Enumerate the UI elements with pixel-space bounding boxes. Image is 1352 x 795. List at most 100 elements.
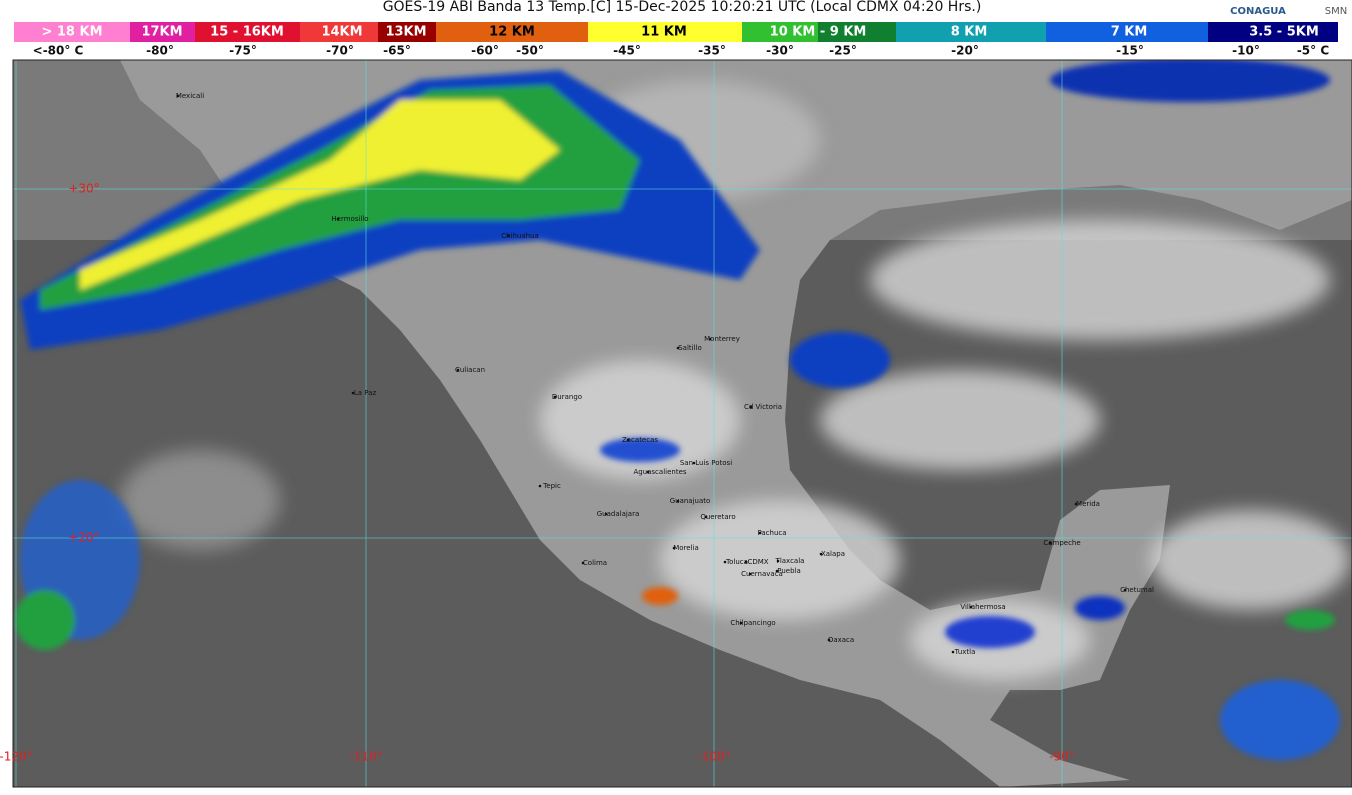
- legend-label: 14KM: [321, 25, 362, 40]
- temperature-label: -10°: [1232, 44, 1260, 58]
- logo: CONAGUA: [1230, 6, 1286, 17]
- legend-swatch: [195, 22, 300, 42]
- legend-swatch: [1046, 22, 1208, 42]
- temperature-label: -25°: [829, 44, 857, 58]
- city-label: Monterrey: [704, 335, 740, 343]
- city-label: Queretaro: [700, 513, 735, 521]
- city-dot: [704, 515, 708, 519]
- legend-swatch: [14, 22, 130, 42]
- city-label: Tepic: [542, 482, 561, 490]
- legend-swatch: [896, 22, 1046, 42]
- city-dot: [819, 552, 823, 556]
- city-dot: [604, 512, 608, 516]
- city-label: Puebla: [777, 567, 801, 575]
- city-dot: [692, 461, 696, 465]
- city-label: CDMX: [747, 558, 768, 566]
- city-label: Guanajuato: [670, 497, 711, 505]
- map-frame: [12, 59, 1352, 788]
- latitude-label: +30°: [68, 182, 99, 196]
- temperature-label: -50°: [516, 44, 544, 58]
- temperature-label: <-80° C: [33, 44, 84, 58]
- temperature-label: -70°: [326, 44, 354, 58]
- temperature-label: -75°: [229, 44, 257, 58]
- temperature-label: -35°: [698, 44, 726, 58]
- city-dot: [708, 337, 712, 341]
- city-dot: [776, 559, 780, 563]
- city-dot: [581, 561, 585, 565]
- city-dot: [176, 94, 180, 98]
- city-dot: [723, 560, 727, 564]
- temperature-label: -80°: [146, 44, 174, 58]
- legend-label: 12 KM: [489, 25, 535, 40]
- longitude-label: -110°: [349, 750, 382, 764]
- legend-label: 15 - 16KM: [210, 25, 284, 40]
- city-label: Toluca: [725, 558, 748, 566]
- city-dot: [758, 531, 762, 535]
- city-label: Cd Victoria: [744, 403, 782, 411]
- longitude-label: -90°: [1049, 750, 1075, 764]
- temperature-label: -65°: [383, 44, 411, 58]
- legend-swatch: [436, 22, 588, 42]
- city-dot: [749, 405, 753, 409]
- city-label: Mexicali: [176, 92, 204, 100]
- city-dot: [626, 438, 630, 442]
- city-dot: [1048, 541, 1052, 545]
- legend-swatch: [588, 22, 742, 42]
- city-dot: [748, 572, 752, 576]
- city-dot: [739, 621, 743, 625]
- legend-label: 10 KM - 9 KM: [770, 25, 867, 40]
- city-dot: [456, 368, 460, 372]
- city-dot: [951, 650, 955, 654]
- city-label: Xalapa: [821, 550, 845, 558]
- city-label: Culiacan: [455, 366, 485, 374]
- temperature-label: -45°: [613, 44, 641, 58]
- city-dot: [538, 484, 542, 488]
- city-dot: [676, 499, 680, 503]
- city-label: Hermosillo: [331, 215, 368, 223]
- city-label: Durango: [552, 393, 582, 401]
- city-dot: [672, 546, 676, 550]
- legend-label: > 18 KM: [41, 25, 102, 40]
- temperature-label: -20°: [951, 44, 979, 58]
- city-label: Zacatecas: [622, 436, 658, 444]
- city-dot: [351, 391, 355, 395]
- legend-swatch: [130, 22, 195, 42]
- satellite-image: [13, 60, 1352, 787]
- city-label: Colima: [583, 559, 607, 567]
- legend-label: 7 KM: [1111, 25, 1148, 40]
- city-dot: [775, 569, 779, 573]
- city-label: Tlaxcala: [775, 557, 805, 565]
- temperature-label: -60°: [471, 44, 499, 58]
- legend-swatch: [378, 22, 436, 42]
- legend-label: 8 KM: [951, 25, 988, 40]
- city-dot: [827, 638, 831, 642]
- longitude-label: -120°: [0, 750, 33, 764]
- city-label: Villahermosa: [960, 603, 1005, 611]
- city-label: Morelia: [673, 544, 699, 552]
- city-label: Cuernavaca: [741, 570, 783, 578]
- city-label: Tuxtla: [954, 648, 976, 656]
- legend-label: 11 KM: [641, 25, 687, 40]
- legend-swatch: [300, 22, 378, 42]
- city-label: Chilpancingo: [730, 619, 775, 627]
- longitude-label: -100°: [697, 750, 730, 764]
- legend-swatch: [742, 22, 818, 42]
- city-label: Chetumal: [1120, 586, 1154, 594]
- legend-label: 3.5 - 5KM: [1249, 25, 1319, 40]
- temperature-label: -30°: [766, 44, 794, 58]
- legend-label: 13KM: [385, 25, 426, 40]
- city-label: La Paz: [354, 389, 377, 397]
- latitude-label: +20°: [68, 531, 99, 545]
- city-label: Aguascalientes: [633, 468, 686, 476]
- city-label: Campeche: [1043, 539, 1080, 547]
- city-dot: [553, 395, 557, 399]
- city-dot: [1074, 502, 1078, 506]
- city-dot: [336, 217, 340, 221]
- temperature-label: -5° C: [1297, 44, 1330, 58]
- graticule: [13, 60, 1352, 787]
- title: GOES-19 ABI Banda 13 Temp.[C] 15-Dec-202…: [383, 0, 982, 15]
- city-dot: [969, 605, 973, 609]
- legend-swatch: [1208, 22, 1338, 42]
- city-label: San Luis Potosi: [680, 459, 732, 467]
- city-dot: [676, 346, 680, 350]
